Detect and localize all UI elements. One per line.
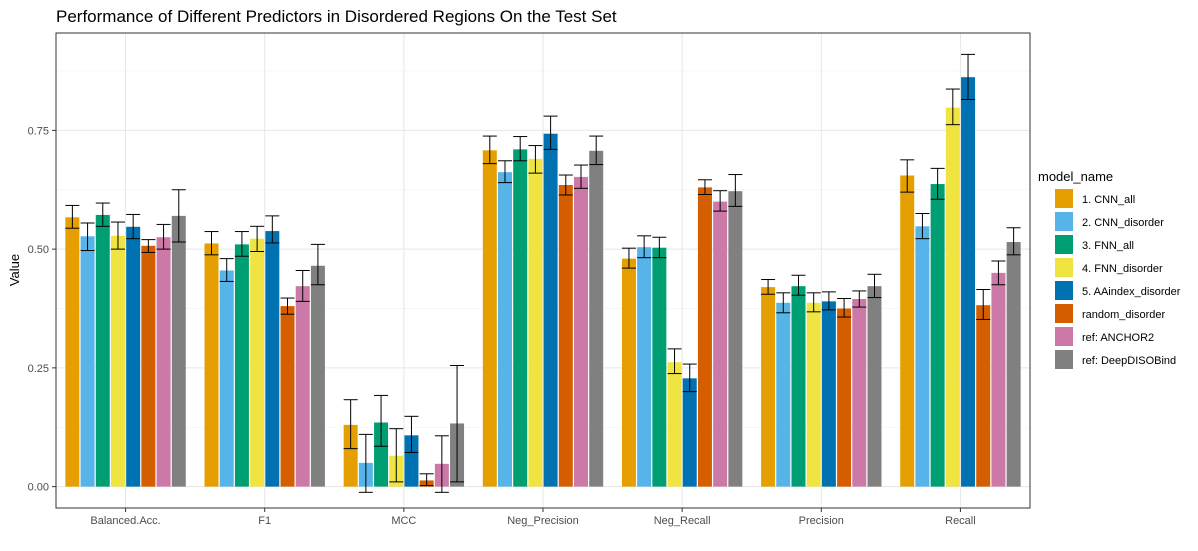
bars xyxy=(65,77,1021,487)
bar xyxy=(343,424,358,487)
bar xyxy=(265,231,280,487)
bar xyxy=(558,185,573,487)
legend-label: ref: ANCHOR2 xyxy=(1082,332,1154,344)
bar xyxy=(761,287,776,487)
legend-label: 3. FNN_all xyxy=(1082,240,1134,252)
x-tick-label: MCC xyxy=(391,515,416,527)
bar xyxy=(867,286,882,487)
legend-swatch xyxy=(1055,304,1073,323)
y-tick-label: 0.25 xyxy=(28,363,49,375)
bar xyxy=(110,235,125,487)
bar xyxy=(667,362,682,487)
x-axis: Balanced.Acc. F1 MCC Neg_Precision Neg_Recal… xyxy=(90,508,976,527)
bar xyxy=(498,172,512,487)
bar xyxy=(156,237,171,487)
bar xyxy=(776,302,791,487)
legend-swatch xyxy=(1055,258,1073,277)
bar xyxy=(976,305,991,487)
bar xyxy=(991,272,1006,487)
y-tick-label: 0.75 xyxy=(28,125,49,137)
y-tick-label: 0.00 xyxy=(28,482,49,494)
bar xyxy=(310,265,325,487)
chart-title: Performance of Different Predictors in D… xyxy=(56,7,617,26)
bar xyxy=(961,77,976,487)
bar xyxy=(791,286,806,487)
bar xyxy=(682,378,697,487)
bar xyxy=(697,187,712,487)
bar xyxy=(728,191,743,487)
x-tick-label: Neg_Recall xyxy=(654,515,711,527)
bar xyxy=(589,150,604,487)
bar xyxy=(945,107,960,487)
bar xyxy=(95,214,110,487)
bar xyxy=(806,302,821,487)
legend-swatch xyxy=(1055,281,1073,300)
bar xyxy=(280,306,295,487)
bar xyxy=(821,301,836,487)
bar xyxy=(1006,242,1021,487)
bar xyxy=(141,245,156,487)
x-tick-label: Recall xyxy=(945,515,976,527)
legend-title: model_name xyxy=(1038,169,1113,184)
legend-swatch xyxy=(1055,189,1073,208)
legend-label: 2. CNN_disorder xyxy=(1082,217,1164,229)
legend-label: 4. FNN_disorder xyxy=(1082,263,1163,275)
bar xyxy=(295,286,310,487)
bar xyxy=(652,247,667,487)
bar xyxy=(528,158,543,487)
bar xyxy=(80,236,95,487)
bar xyxy=(234,244,249,487)
legend-label: 5. AAindex_disorder xyxy=(1082,286,1181,298)
legend-swatch xyxy=(1055,350,1073,369)
y-axis: 0.00 0.25 0.50 0.75 xyxy=(28,125,56,494)
error-bars xyxy=(65,53,1021,493)
gridlines xyxy=(56,33,1030,508)
bar xyxy=(374,422,389,487)
bar xyxy=(404,435,419,487)
bar xyxy=(837,308,852,487)
bar xyxy=(852,299,867,487)
bar xyxy=(713,201,728,487)
bar xyxy=(126,226,141,487)
bar xyxy=(574,176,588,487)
y-tick-label: 0.50 xyxy=(28,244,49,256)
bar xyxy=(250,238,265,487)
bar xyxy=(915,226,930,487)
x-tick-label: F1 xyxy=(258,515,271,527)
bar xyxy=(171,215,186,487)
bar xyxy=(543,133,558,487)
y-axis-title: Value xyxy=(7,254,22,286)
legend-swatch xyxy=(1055,212,1073,231)
bar xyxy=(637,247,652,487)
legend-label: ref: DeepDISOBind xyxy=(1082,355,1176,367)
bar xyxy=(930,184,945,487)
bar xyxy=(219,270,234,487)
legend-swatch xyxy=(1055,327,1073,346)
legend: model_name 1. CNN_all 2. CNN_disorder 3. F… xyxy=(1038,169,1181,369)
legend-label: random_disorder xyxy=(1082,309,1165,321)
x-tick-label: Neg_Precision xyxy=(507,515,579,527)
bar xyxy=(621,258,636,487)
legend-swatch xyxy=(1055,235,1073,254)
bar xyxy=(65,217,80,487)
legend-label: 1. CNN_all xyxy=(1082,194,1135,206)
bar xyxy=(513,149,528,487)
bar xyxy=(900,175,915,487)
bar xyxy=(204,243,219,487)
x-tick-label: Balanced.Acc. xyxy=(90,515,160,527)
bar xyxy=(482,150,497,487)
x-tick-label: Precision xyxy=(799,515,844,527)
